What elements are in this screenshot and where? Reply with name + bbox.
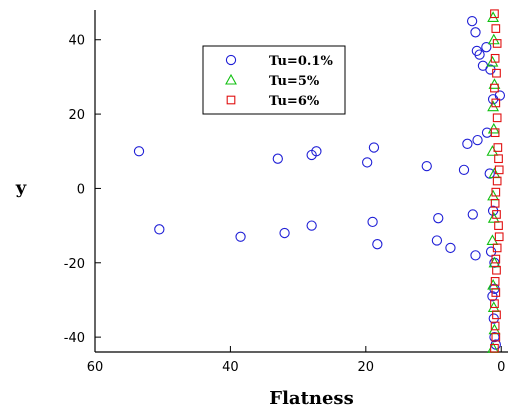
data-point (492, 39, 502, 48)
data-point (466, 16, 478, 27)
data-point (494, 232, 504, 242)
data-point (490, 277, 500, 286)
x-tick-label: 0 (497, 360, 505, 375)
data-point (491, 187, 501, 197)
series-square (490, 9, 504, 353)
data-point (487, 100, 500, 112)
data-point (481, 42, 492, 53)
axis-ticks: 60 40 20 0 40 20 0 -20 -40 (64, 34, 506, 375)
data-point (372, 239, 383, 250)
data-point (490, 83, 499, 93)
data-point (491, 288, 501, 297)
data-point (494, 154, 503, 164)
data-point (492, 243, 502, 253)
data-point (492, 310, 501, 320)
y-tick-label: -40 (64, 331, 85, 346)
data-point (133, 146, 145, 157)
data-point (489, 331, 500, 343)
data-point (467, 209, 478, 220)
x-tick-label: 60 (87, 360, 104, 375)
data-point (490, 299, 499, 309)
legend-label: Tu=0.1% (269, 54, 333, 69)
y-tick-label: -20 (64, 257, 85, 272)
data-point (494, 165, 504, 175)
data-point (491, 98, 501, 108)
data-point (487, 11, 500, 22)
data-point (458, 164, 470, 175)
data-point (462, 138, 473, 149)
data-point (493, 143, 503, 152)
legend-marker (225, 54, 237, 66)
x-axis-title: Flatness (269, 388, 353, 409)
data-point (490, 9, 499, 19)
data-point (484, 168, 495, 179)
y-tick-label: 0 (77, 182, 85, 197)
data-point (490, 53, 500, 63)
series-circle (133, 16, 506, 350)
data-point (471, 45, 483, 57)
data-point (279, 227, 290, 239)
data-point (486, 145, 499, 156)
plot-frame (94, 10, 508, 353)
data-point (490, 321, 500, 331)
data-point (421, 160, 432, 172)
data-point (487, 189, 500, 201)
data-point (235, 231, 246, 242)
data-point (362, 157, 373, 168)
data-point (490, 128, 500, 138)
data-point (433, 213, 444, 224)
legend-marker (225, 73, 237, 85)
data-points (133, 9, 506, 353)
legend-marker (226, 95, 236, 105)
data-point (154, 224, 165, 235)
data-point (491, 254, 501, 264)
data-point (491, 24, 501, 33)
data-point (492, 265, 501, 275)
x-tick-label: 40 (222, 360, 239, 375)
data-point (306, 220, 317, 231)
y-tick-label: 20 (68, 108, 85, 123)
y-tick-label: 40 (68, 34, 85, 49)
y-axis-title: y (15, 177, 27, 198)
data-point (470, 250, 481, 261)
data-point (490, 343, 499, 353)
data-point (491, 332, 501, 342)
data-point (486, 55, 499, 67)
legend-label: Tu=6% (269, 94, 320, 109)
data-point (472, 134, 483, 146)
data-point (492, 68, 501, 78)
legend-label: Tu=5% (269, 74, 320, 89)
data-point (368, 142, 380, 153)
x-tick-label: 20 (358, 360, 375, 375)
data-point (445, 242, 456, 254)
data-point (492, 113, 502, 123)
data-point (490, 198, 500, 208)
data-point (311, 146, 322, 157)
data-point (470, 27, 481, 38)
data-point (474, 49, 485, 60)
data-point (492, 176, 502, 186)
legend: Tu=0.1% Tu=5% Tu=6% (202, 45, 346, 115)
data-point (492, 210, 501, 219)
data-point (367, 216, 378, 228)
data-point (272, 153, 283, 164)
data-point (494, 221, 503, 230)
data-point (487, 212, 500, 223)
data-point (431, 235, 443, 246)
